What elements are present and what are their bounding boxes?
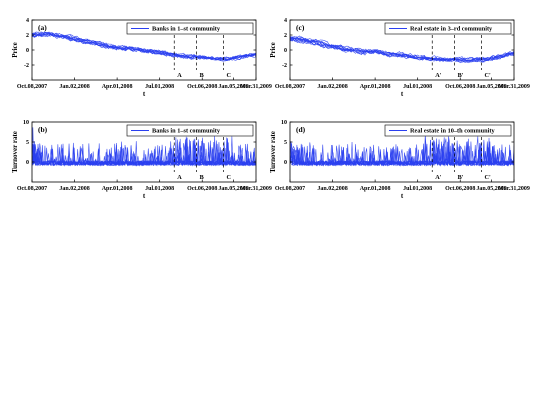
x-tick-label: Oct.06,2008 (445, 186, 475, 192)
x-tick-label: Oct.08,2007 (17, 84, 47, 90)
series-group (290, 135, 514, 167)
series-line (32, 31, 256, 60)
y-tick-label: 2 (26, 33, 29, 39)
axes-frame (289, 121, 515, 183)
series-line (32, 31, 256, 62)
legend-box (384, 22, 512, 35)
x-tick-label: Jul.01,2008 (403, 84, 432, 90)
x-tick-label: Oct.08,2007 (17, 186, 47, 192)
series-group (290, 35, 514, 64)
y-tick-label: 0 (284, 48, 287, 54)
event-label: C' (485, 72, 491, 79)
x-tick-label: Jan.02,2008 (59, 186, 89, 192)
x-tick-label: Jan.02,2008 (317, 186, 347, 192)
x-tick-label: Oct.08,2007 (275, 84, 305, 90)
legend-box (126, 124, 254, 137)
y-axis-label: Turnover rate (11, 131, 19, 173)
legend-label: Banks in 1–st community (152, 26, 221, 33)
event-label: B' (458, 174, 464, 181)
series-line (32, 138, 256, 167)
x-tick-label: Oct.08,2007 (275, 186, 305, 192)
x-tick-label: Jan.05,2009 (218, 84, 248, 90)
x-tick-label: Jan.05,2009 (476, 84, 506, 90)
series-line (290, 36, 514, 63)
x-tick-label: Mar.31,2009 (498, 186, 530, 192)
x-tick-label: Jan.05,2009 (476, 186, 506, 192)
y-axis-label: Turnover rate (269, 131, 277, 173)
y-tick-label: 10 (281, 120, 287, 126)
legend-label: Real estate in 10–th community (410, 128, 495, 135)
y-tick-label: 0 (26, 160, 29, 166)
x-tick-label: Mar.31,2009 (498, 84, 530, 90)
event-label: A' (435, 174, 441, 181)
event-label: C' (485, 174, 491, 181)
y-tick-label: 0 (284, 160, 287, 166)
y-tick-label: 0 (26, 48, 29, 54)
event-label: A' (435, 72, 441, 79)
x-tick-label: Mar.31,2009 (240, 186, 272, 192)
x-tick-label: Jul.01,2008 (145, 84, 174, 90)
panel-label: (d) (296, 125, 306, 134)
panel-label: (a) (38, 23, 47, 32)
event-label: C (227, 72, 231, 79)
panel-label: (b) (38, 125, 48, 134)
series-line (290, 37, 514, 63)
event-label: B' (458, 72, 464, 79)
x-tick-label: Apr.01,2008 (360, 84, 391, 90)
event-label: A (177, 174, 182, 181)
x-tick-label: Jul.01,2008 (403, 186, 432, 192)
y-tick-label: 4 (284, 18, 287, 24)
series-group (32, 31, 256, 62)
series-line (290, 37, 514, 62)
event-label: B (200, 174, 204, 181)
legend-box (126, 22, 254, 35)
panel-d: 0 5 10 Oct.08,2007 Jan.02,2008 Apr.01,2008 Jul… (269, 120, 530, 200)
y-tick-label: -2 (24, 63, 29, 69)
x-tick-label: Apr.01,2008 (102, 84, 133, 90)
series-line (32, 127, 256, 167)
y-tick-label: -2 (282, 63, 287, 69)
panel-label: (c) (296, 23, 305, 32)
y-tick-label: 10 (23, 120, 29, 126)
legend-label: Banks in 1–st community (152, 128, 221, 135)
panel-b: 0 5 10 Oct.08,2007 Jan.02,2008 Apr.01,2008 Jul… (11, 120, 272, 200)
y-tick-label: 4 (26, 18, 29, 24)
x-axis-label: t (401, 192, 404, 200)
x-tick-label: Jan.02,2008 (59, 84, 89, 90)
y-tick-label: 2 (284, 33, 287, 39)
x-tick-label: Apr.01,2008 (102, 186, 133, 192)
y-tick-label: 5 (284, 140, 287, 146)
x-tick-label: Oct.06,2008 (187, 186, 217, 192)
y-tick-label: 5 (26, 140, 29, 146)
series-group (32, 127, 256, 167)
event-label: C (227, 174, 231, 181)
y-axis-label: Price (11, 42, 19, 58)
series-line (32, 33, 256, 61)
x-tick-label: Jul.01,2008 (145, 186, 174, 192)
x-tick-label: Apr.01,2008 (360, 186, 391, 192)
axes-frame (31, 121, 257, 183)
x-tick-label: Jan.02,2008 (317, 84, 347, 90)
x-axis-label: t (143, 192, 146, 200)
event-label: B (200, 72, 204, 79)
series-line (32, 31, 256, 61)
series-line (290, 136, 514, 167)
legend-box (384, 124, 512, 137)
x-tick-label: Oct.06,2008 (187, 84, 217, 90)
legend-label: Real estate in 3–rd community (410, 26, 493, 33)
x-axis-label: t (143, 90, 146, 98)
series-line (32, 136, 256, 167)
x-tick-label: Oct.06,2008 (445, 84, 475, 90)
x-tick-label: Mar.31,2009 (240, 84, 272, 90)
event-label: A (177, 72, 182, 79)
panel-c: -2 0 2 4 Oct.08,2007 Jan.02,2008 Apr.01,2008 Ju… (269, 18, 530, 98)
x-tick-label: Jan.05,2009 (218, 186, 248, 192)
y-axis-label: Price (269, 42, 277, 58)
panel-a: -2 0 2 4 Oct.08,2007 Jan.02,2008 Apr.01,2008 Ju… (11, 18, 272, 98)
x-axis-label: t (401, 90, 404, 98)
series-line (290, 141, 514, 167)
